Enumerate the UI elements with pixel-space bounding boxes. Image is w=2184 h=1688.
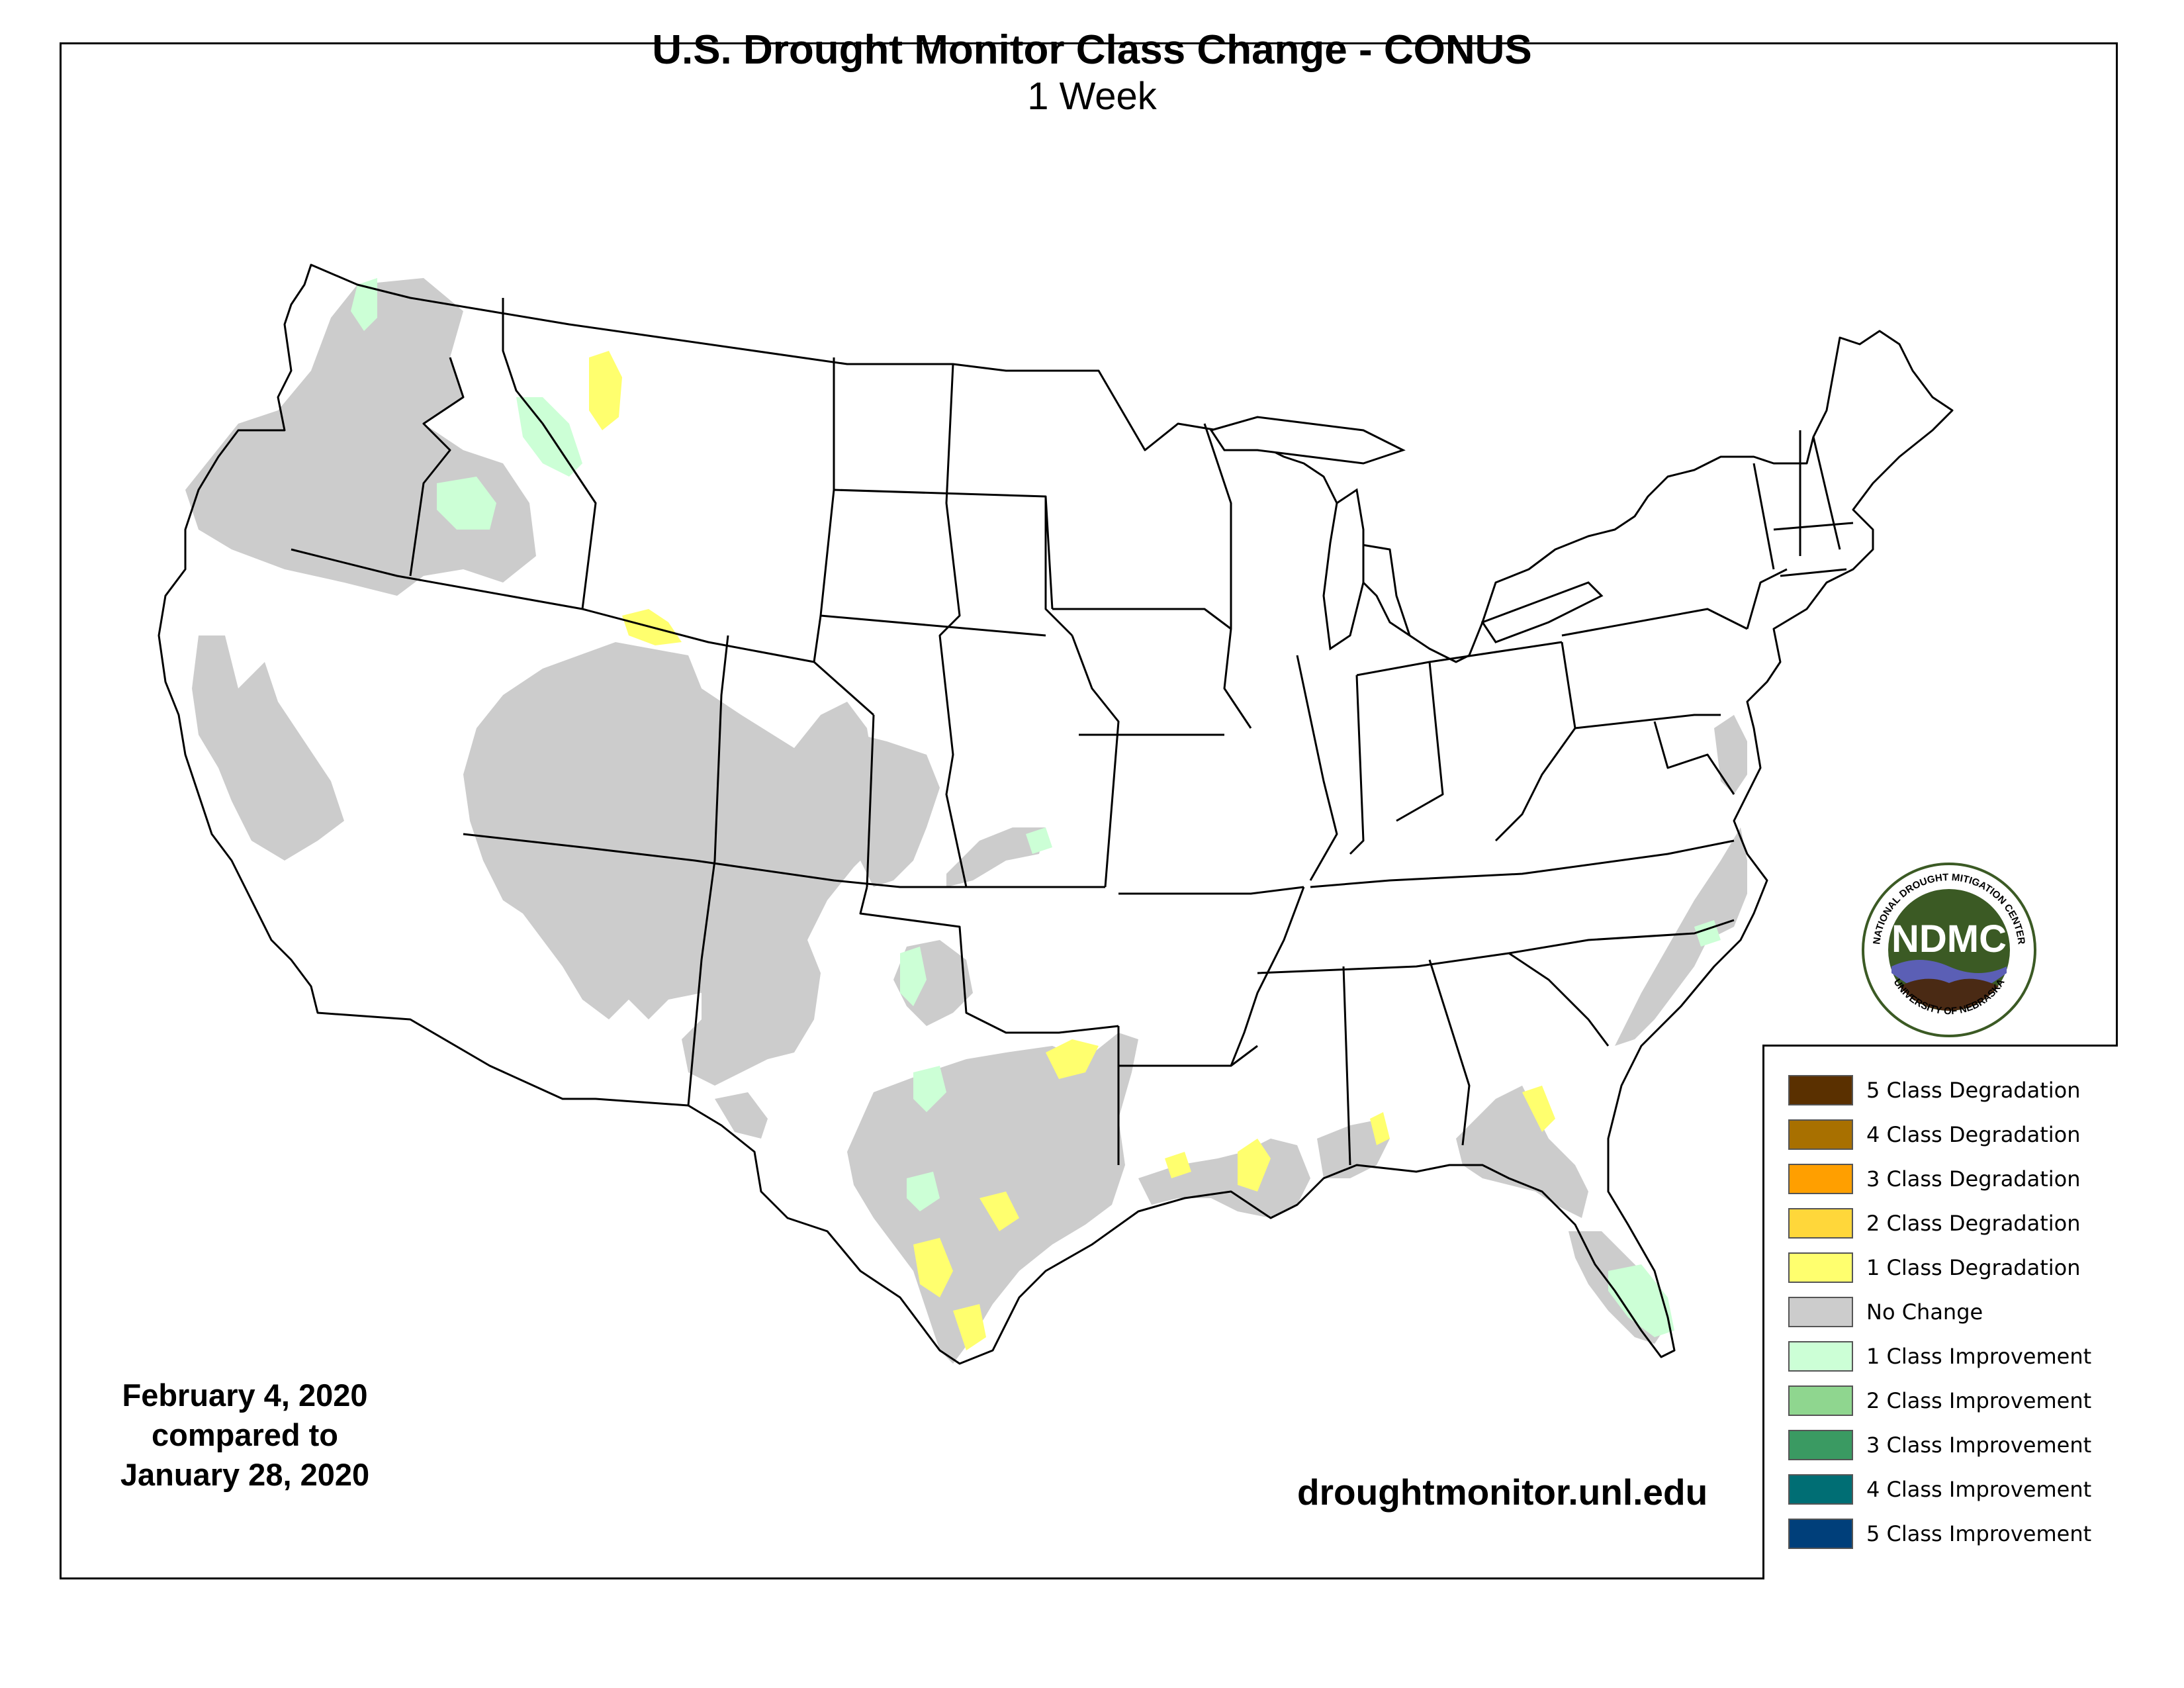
kansas-improvement	[1026, 827, 1052, 854]
legend-label: 2 Class Degradation	[1866, 1211, 2081, 1236]
four-corners-no-change	[463, 642, 927, 1086]
source-url: droughtmonitor.unl.edu	[1297, 1472, 1708, 1513]
lake-superior	[1209, 416, 1406, 465]
legend-swatch	[1788, 1119, 1853, 1150]
legend: 5 Class Degradation 4 Class Degradation 3 …	[1762, 1045, 2118, 1579]
texas-improvement-2	[907, 1172, 940, 1211]
georgia-florida-no-change	[1456, 1086, 1588, 1218]
lake-erie	[1480, 581, 1604, 643]
texas-improvement	[913, 1066, 946, 1112]
legend-label: 5 Class Degradation	[1866, 1078, 2081, 1103]
previous-date: January 28, 2020	[120, 1457, 370, 1492]
no-change-regions	[185, 278, 1747, 1364]
legend-swatch	[1788, 1385, 1853, 1416]
alabama-degradation	[1370, 1112, 1390, 1145]
logo-text: NDMC	[1891, 917, 2007, 961]
california-valley-no-change	[192, 635, 344, 861]
texas-degradation-2	[913, 1238, 953, 1297]
kansas-no-change	[860, 735, 940, 887]
legend-item: 1 Class Degradation	[1788, 1250, 2081, 1285]
legend-swatch	[1788, 1430, 1853, 1460]
legend-swatch	[1788, 1208, 1853, 1239]
legend-label: 3 Class Improvement	[1866, 1432, 2092, 1458]
legend-label: 3 Class Degradation	[1866, 1166, 2081, 1192]
legend-item: No Change	[1788, 1295, 1983, 1329]
legend-item: 5 Class Degradation	[1788, 1073, 2081, 1107]
texas-degradation-1	[979, 1192, 1019, 1231]
washington-improvement	[351, 278, 377, 331]
legend-label: 4 Class Degradation	[1866, 1122, 2081, 1147]
oregon-improvement	[437, 477, 496, 530]
map-subtitle: 1 Week	[1027, 75, 1157, 118]
conus-outline	[158, 263, 1954, 1365]
compared-to-text: compared to	[151, 1417, 339, 1452]
legend-label: 2 Class Improvement	[1866, 1388, 2092, 1413]
gulf-coast-no-change	[1317, 1119, 1390, 1178]
legend-item: 3 Class Degradation	[1788, 1162, 2081, 1196]
legend-swatch	[1788, 1075, 1853, 1105]
carolinas-no-change	[1615, 827, 1747, 1046]
legend-item: 4 Class Improvement	[1788, 1472, 2091, 1507]
legend-swatch	[1788, 1297, 1853, 1327]
legend-label: 1 Class Degradation	[1866, 1255, 2081, 1280]
degradation-regions	[589, 351, 1555, 1350]
legend-swatch	[1788, 1252, 1853, 1283]
legend-item: 4 Class Degradation	[1788, 1117, 2081, 1152]
legend-item: 2 Class Improvement	[1788, 1383, 2091, 1418]
louisiana-degradation-2	[1165, 1152, 1191, 1178]
legend-label: 4 Class Improvement	[1866, 1477, 2092, 1502]
legend-swatch	[1788, 1164, 1853, 1194]
great-lakes	[1209, 416, 1604, 651]
legend-item: 5 Class Improvement	[1788, 1517, 2091, 1551]
legend-item: 1 Class Improvement	[1788, 1339, 2091, 1374]
south-florida-improvement	[1608, 1264, 1674, 1337]
legend-swatch	[1788, 1474, 1853, 1505]
louisiana-no-change	[1138, 1139, 1310, 1218]
louisiana-degradation	[1238, 1139, 1271, 1192]
map-title: U.S. Drought Monitor Class Change - CONU…	[652, 27, 1532, 73]
texas-degradation-3	[953, 1304, 986, 1350]
north-texas-degradation	[1046, 1039, 1099, 1079]
date-comparison: February 4, 2020 compared to January 28,…	[73, 1376, 417, 1495]
legend-swatch	[1788, 1519, 1853, 1549]
legend-label: 1 Class Improvement	[1866, 1344, 2092, 1369]
legend-item: 2 Class Degradation	[1788, 1206, 2081, 1241]
current-date: February 4, 2020	[122, 1378, 368, 1413]
georgia-degradation	[1522, 1086, 1555, 1132]
west-texas-no-change	[715, 1092, 768, 1139]
legend-item: 3 Class Improvement	[1788, 1428, 2091, 1462]
ndmc-logo: NDMC NATIONAL DROUGHT MITIGATION CENTER …	[1862, 863, 2036, 1037]
delmarva-no-change	[1714, 715, 1747, 794]
legend-label: 5 Class Improvement	[1866, 1521, 2092, 1546]
montana-degradation	[589, 351, 622, 430]
state-borders	[158, 263, 1954, 1365]
kansas-ridge-no-change	[946, 827, 1046, 887]
oklahoma-improvement	[900, 947, 927, 1006]
lake-michigan	[1322, 488, 1365, 651]
legend-swatch	[1788, 1341, 1853, 1372]
idaho-improvement	[516, 397, 582, 477]
legend-label: No Change	[1866, 1299, 1983, 1325]
